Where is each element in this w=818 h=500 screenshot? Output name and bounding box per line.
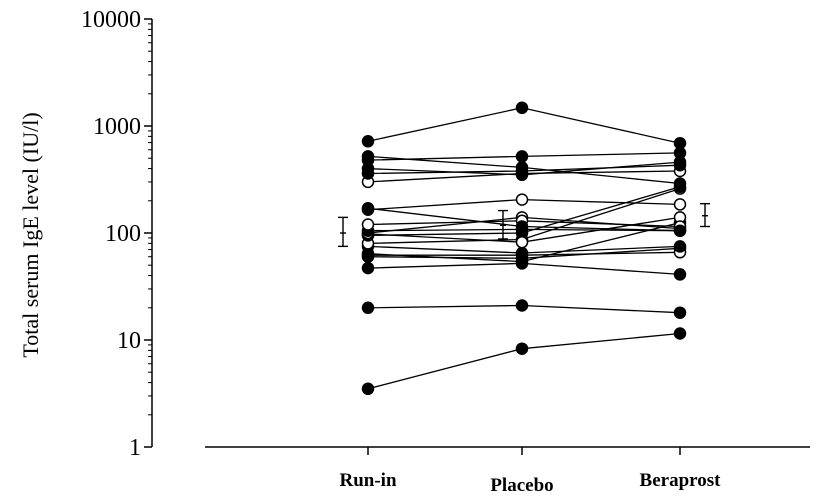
filled-data-point bbox=[515, 101, 529, 115]
y-tick-label: 1 bbox=[129, 435, 141, 461]
filled-data-point bbox=[673, 327, 687, 340]
y-tick-label: 10000 bbox=[81, 7, 141, 33]
filled-data-point bbox=[515, 299, 529, 312]
series-markers bbox=[361, 101, 687, 396]
open-data-point bbox=[361, 218, 375, 231]
y-axis-label: Total serum IgE level (IU/l) bbox=[18, 112, 43, 357]
filled-data-point bbox=[673, 240, 687, 253]
filled-data-point bbox=[673, 177, 687, 190]
filled-data-point bbox=[673, 224, 687, 237]
open-data-point bbox=[515, 193, 529, 206]
filled-data-point bbox=[361, 202, 375, 215]
y-tick-label: 100 bbox=[105, 221, 141, 247]
filled-data-point bbox=[361, 261, 375, 275]
filled-data-point bbox=[673, 268, 687, 281]
filled-data-point bbox=[515, 220, 529, 233]
y-axis: 1 10 100 1000 10000 bbox=[81, 7, 153, 461]
x-tick-label-run-in: Run-in bbox=[339, 470, 396, 491]
error-bars bbox=[338, 202, 710, 248]
filled-data-point bbox=[673, 306, 687, 319]
series-line bbox=[367, 332, 681, 390]
filled-data-point bbox=[361, 301, 375, 315]
filled-data-point bbox=[515, 342, 529, 355]
filled-data-point bbox=[361, 382, 375, 396]
x-tick-label-beraprost: Beraprost bbox=[640, 470, 722, 491]
y-tick-label: 10 bbox=[117, 328, 141, 354]
filled-data-point bbox=[361, 150, 375, 163]
filled-data-point bbox=[515, 161, 529, 174]
x-tick-label-placebo: Placebo bbox=[490, 475, 553, 496]
filled-data-point bbox=[515, 150, 529, 163]
x-axis: Run-in Placebo Beraprost bbox=[205, 446, 810, 496]
filled-data-point bbox=[515, 246, 529, 260]
filled-data-point bbox=[361, 135, 375, 148]
filled-data-point bbox=[673, 136, 687, 150]
y-tick-label: 1000 bbox=[93, 114, 141, 140]
open-data-point bbox=[515, 235, 529, 249]
open-data-point bbox=[673, 198, 687, 211]
